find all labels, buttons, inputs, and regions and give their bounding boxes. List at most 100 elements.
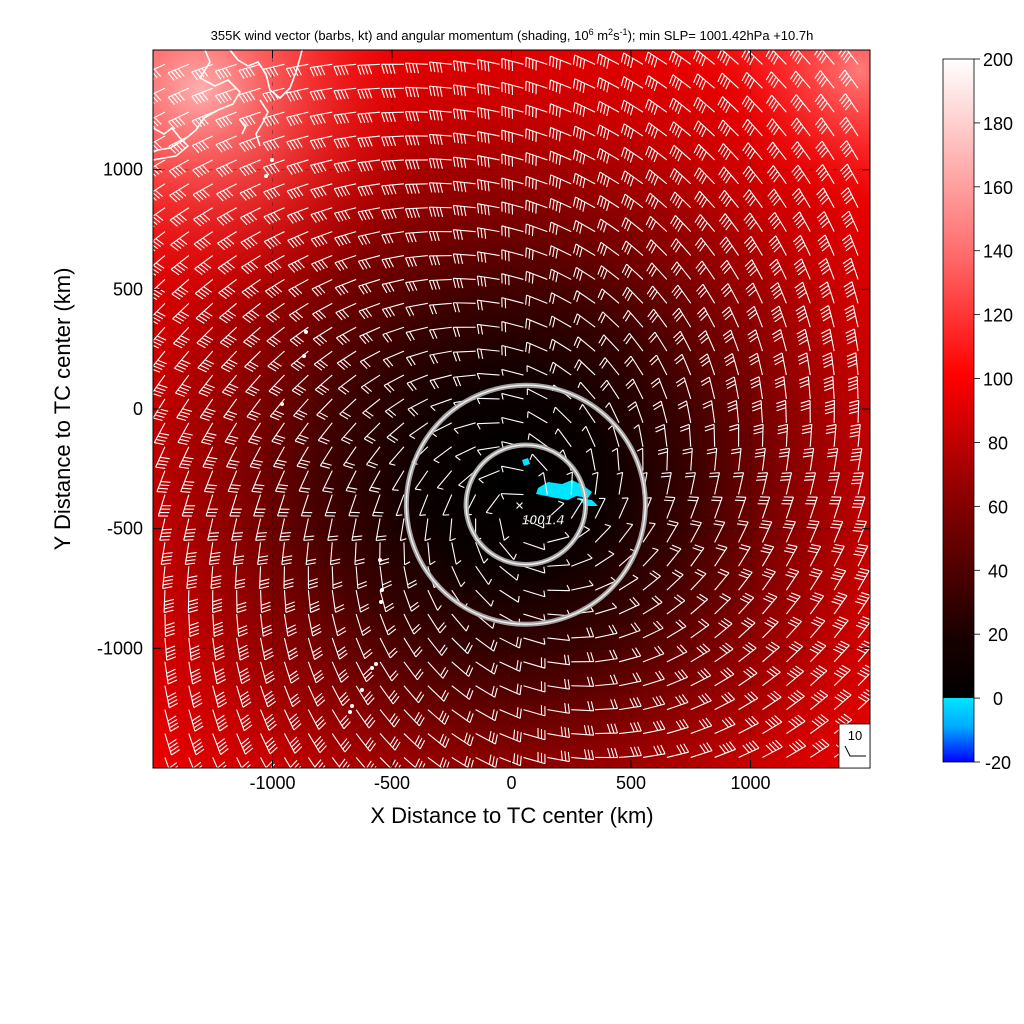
wind-barb-flag <box>415 208 420 218</box>
wind-barb-flag <box>460 581 466 588</box>
wind-barb-flag <box>192 169 200 178</box>
wind-barb-flag <box>519 638 522 649</box>
wind-barb-flag <box>696 170 703 180</box>
wind-barb-flag <box>769 168 776 177</box>
wind-barb-flag <box>217 761 226 768</box>
wind-barb-flag <box>210 551 221 555</box>
wind-barb-flag <box>633 622 641 631</box>
wind-barb-flag <box>844 284 854 291</box>
wind-barb-flag <box>439 159 443 169</box>
wind-barb-flag <box>167 695 177 702</box>
wind-barb-flag <box>652 400 662 407</box>
wind-barb-flag <box>750 376 760 382</box>
wind-barb-flag <box>227 310 237 317</box>
wind-barb-flag <box>239 192 247 201</box>
wind-barb-flag <box>415 488 422 491</box>
wind-barb-flag <box>239 691 249 698</box>
wind-barb-flag <box>309 67 315 77</box>
wind-barb-flag <box>548 174 552 185</box>
wind-barb-flag <box>315 336 324 345</box>
wind-barb-flag <box>566 634 571 641</box>
wind-barb-flag <box>180 463 191 466</box>
wind-barb-flag <box>606 201 610 211</box>
wind-barb-flag <box>308 581 318 586</box>
wind-barb-flag <box>821 197 829 205</box>
wind-barb-flag <box>766 670 775 677</box>
wind-barb-flag <box>198 117 206 126</box>
wind-barb-flag <box>567 703 571 714</box>
wind-barb-flag <box>838 93 846 102</box>
wind-barb-flag <box>381 284 388 294</box>
wind-barb-flag <box>721 719 729 728</box>
wind-barb-flag <box>222 165 230 174</box>
wind-barb-flag <box>384 64 389 74</box>
wind-barb-flag <box>386 436 396 444</box>
wind-barb-flag <box>247 263 256 271</box>
wind-barb-flag <box>197 266 206 273</box>
wind-barb-flag <box>286 117 292 127</box>
wind-barb-flag <box>391 160 397 171</box>
wind-barb-flag <box>840 96 848 105</box>
wind-barb-flag <box>480 180 483 191</box>
wind-barb-flag <box>627 381 635 390</box>
wind-barb-flag <box>744 259 753 267</box>
wind-barb-flag <box>271 311 280 319</box>
wind-barb-flag <box>773 197 781 206</box>
wind-barb-flag <box>291 312 300 321</box>
wind-barb-flag <box>430 406 436 412</box>
wind-barb-flag <box>725 56 731 66</box>
wind-barb-flag <box>357 65 362 75</box>
wind-barb-flag <box>429 380 436 390</box>
wind-barb-flag <box>263 216 271 225</box>
wind-barb-flag <box>203 386 213 392</box>
wind-barb-flag <box>558 107 561 118</box>
wind-barb-flag <box>721 262 730 271</box>
wind-barb-flag <box>171 769 179 775</box>
wind-barb-flag <box>269 763 276 768</box>
wind-barb-flag <box>725 245 733 254</box>
wind-barb-staff <box>403 757 417 768</box>
wind-barb-flag <box>528 272 531 283</box>
wind-barb-flag <box>763 598 773 603</box>
wind-barb-flag <box>694 190 701 200</box>
wind-barb-flag <box>823 339 833 345</box>
wind-barb-staff <box>547 589 570 592</box>
wind-barb-flag <box>177 116 186 125</box>
wind-barb-flag <box>154 117 162 125</box>
wind-barb-flag <box>576 245 580 256</box>
wind-barb-flag <box>821 312 831 318</box>
wind-barb-flag <box>597 242 602 252</box>
wind-barb-flag <box>263 631 273 637</box>
wind-barb-flag <box>840 187 849 195</box>
wind-barb-flag <box>202 261 212 269</box>
wind-barb-flag <box>178 414 189 418</box>
wind-barb-flag <box>596 195 601 206</box>
wind-barb-flag <box>469 736 474 747</box>
wind-barb-flag <box>552 270 556 281</box>
wind-barb-flag <box>408 63 412 73</box>
island-dots <box>264 158 384 714</box>
wind-barb-flag <box>740 544 751 548</box>
wind-barb-flag <box>749 336 759 343</box>
wind-barb-flag <box>262 624 272 630</box>
wind-barb-flag <box>176 240 185 247</box>
wind-barb-flag <box>364 64 369 75</box>
wind-barb-flag <box>799 379 809 385</box>
wind-barb-flag <box>308 578 318 583</box>
wind-barb-flag <box>722 54 728 64</box>
wind-barb-flag <box>845 311 855 318</box>
wind-barb-flag <box>246 189 254 198</box>
wind-barb-flag <box>226 285 236 293</box>
y-tick-label: -500 <box>107 519 143 539</box>
wind-barb-flag <box>346 764 350 768</box>
wind-barb-flag <box>381 161 386 171</box>
wind-barb-flag <box>722 286 731 294</box>
wind-barb-flag <box>717 119 724 129</box>
x-tick-label: -1000 <box>249 773 295 793</box>
wind-barb-staff <box>499 541 515 560</box>
wind-barb-flag <box>590 676 595 687</box>
wind-barb-flag <box>339 672 348 680</box>
wind-barb-flag <box>239 143 246 152</box>
wind-barb-flag <box>317 742 326 751</box>
wind-barb-flag <box>428 110 432 120</box>
